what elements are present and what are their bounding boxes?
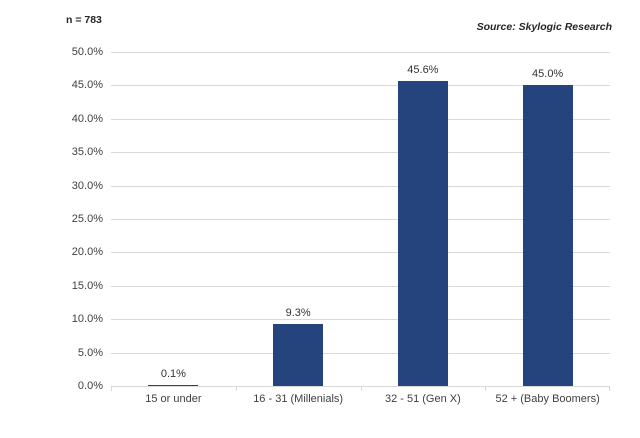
bar [148, 385, 199, 386]
x-axis-category-label: 32 - 51 (Gen X) [384, 393, 461, 405]
gridline [111, 185, 610, 187]
bar-value-label: 9.3% [285, 306, 311, 319]
gridline [111, 152, 610, 154]
y-axis-tick-label: 45.0% [71, 79, 103, 92]
axis-tick-mark [111, 387, 112, 391]
sample-size-label: n = 783 [66, 14, 102, 26]
gridline [111, 285, 610, 287]
bar-value-label: 0.1% [160, 368, 186, 381]
y-axis-tick-label: 10.0% [71, 313, 103, 326]
bar [273, 323, 324, 386]
axis-tick-mark [609, 387, 610, 391]
bar [522, 85, 573, 386]
y-axis-tick-label: 20.0% [71, 246, 103, 259]
y-axis-tick-label: 0.0% [77, 380, 103, 392]
plot-area: 0.1% 9.3% 45.6% 45.0% [111, 52, 610, 387]
x-axis-tick-marks [111, 387, 610, 391]
axis-tick-mark [361, 387, 362, 391]
x-axis: 15 or under 16 - 31 (Millenials) 32 - 51 (… [111, 393, 610, 405]
gridline [111, 319, 610, 321]
gridline [111, 118, 610, 120]
gridline [111, 52, 610, 53]
bar [397, 81, 448, 386]
gridline [111, 85, 610, 87]
y-axis-tick-label: 30.0% [71, 179, 103, 192]
axis-tick-mark [236, 387, 237, 391]
y-axis-tick-label: 50.0% [71, 46, 103, 58]
y-axis: 0.0% 5.0% 10.0% 15.0% 20.0% 25.0% 30.0% 35.0% 40… [0, 46, 103, 392]
y-axis-tick-label: 35.0% [71, 146, 103, 159]
y-axis-tick-label: 25.0% [71, 213, 103, 225]
bar-value-label: 45.0% [532, 68, 564, 81]
gridline [111, 219, 610, 220]
source-label: Source: Skylogic Research [476, 21, 612, 33]
bar-value-label: 45.6% [407, 64, 439, 77]
gridline [111, 252, 610, 254]
x-axis-category-label: 52 + (Baby Boomers) [495, 393, 600, 405]
gridline [111, 352, 610, 354]
x-axis-category-label: 16 - 31 (Millenials) [253, 393, 344, 405]
y-axis-tick-label: 5.0% [77, 346, 103, 359]
axis-tick-mark [485, 387, 486, 391]
x-axis-category-label: 15 or under [145, 393, 202, 405]
y-axis-tick-label: 40.0% [71, 112, 103, 125]
y-axis-tick-label: 15.0% [71, 279, 103, 292]
